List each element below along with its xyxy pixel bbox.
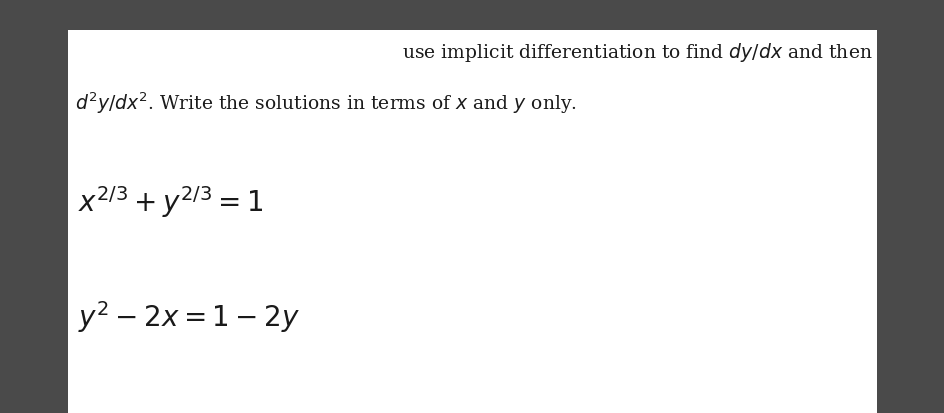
- Text: $x^{2/3} + y^{2/3} = 1$: $x^{2/3} + y^{2/3} = 1$: [77, 184, 262, 220]
- Text: $y^2 - 2x = 1 - 2y$: $y^2 - 2x = 1 - 2y$: [77, 298, 299, 334]
- Text: $d^2y/dx^2$. Write the solutions in terms of $x$ and $y$ only.: $d^2y/dx^2$. Write the solutions in term…: [75, 90, 576, 116]
- Text: use implicit differentiation to find $dy/dx$ and then: use implicit differentiation to find $dy…: [402, 40, 872, 64]
